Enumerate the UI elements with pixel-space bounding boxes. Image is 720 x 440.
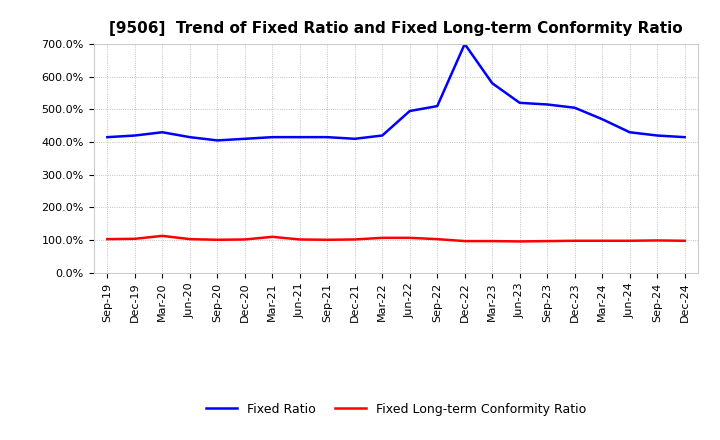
- Fixed Ratio: [158, 130, 166, 135]
- Fixed Ratio: [598, 117, 606, 122]
- Fixed Long-term Conformity Ratio: [598, 238, 606, 243]
- Fixed Ratio: [433, 103, 441, 109]
- Fixed Ratio: [570, 105, 579, 110]
- Fixed Ratio: [680, 135, 689, 140]
- Fixed Ratio: [460, 41, 469, 47]
- Legend: Fixed Ratio, Fixed Long-term Conformity Ratio: Fixed Ratio, Fixed Long-term Conformity …: [201, 398, 591, 421]
- Fixed Long-term Conformity Ratio: [680, 238, 689, 243]
- Fixed Long-term Conformity Ratio: [158, 233, 166, 238]
- Fixed Long-term Conformity Ratio: [295, 237, 304, 242]
- Fixed Ratio: [130, 133, 139, 138]
- Fixed Long-term Conformity Ratio: [405, 235, 414, 241]
- Fixed Long-term Conformity Ratio: [626, 238, 634, 243]
- Title: [9506]  Trend of Fixed Ratio and Fixed Long-term Conformity Ratio: [9506] Trend of Fixed Ratio and Fixed Lo…: [109, 21, 683, 36]
- Fixed Ratio: [543, 102, 552, 107]
- Fixed Ratio: [240, 136, 249, 141]
- Fixed Long-term Conformity Ratio: [130, 236, 139, 242]
- Fixed Ratio: [186, 135, 194, 140]
- Fixed Long-term Conformity Ratio: [378, 235, 387, 241]
- Fixed Long-term Conformity Ratio: [433, 236, 441, 242]
- Fixed Ratio: [653, 133, 662, 138]
- Fixed Ratio: [378, 133, 387, 138]
- Line: Fixed Long-term Conformity Ratio: Fixed Long-term Conformity Ratio: [107, 236, 685, 242]
- Fixed Ratio: [213, 138, 222, 143]
- Fixed Ratio: [103, 135, 112, 140]
- Fixed Ratio: [405, 108, 414, 114]
- Fixed Long-term Conformity Ratio: [488, 238, 497, 244]
- Fixed Long-term Conformity Ratio: [240, 237, 249, 242]
- Fixed Long-term Conformity Ratio: [268, 234, 276, 239]
- Fixed Ratio: [516, 100, 524, 106]
- Fixed Ratio: [323, 135, 332, 140]
- Fixed Long-term Conformity Ratio: [516, 239, 524, 244]
- Fixed Long-term Conformity Ratio: [570, 238, 579, 243]
- Fixed Long-term Conformity Ratio: [186, 236, 194, 242]
- Fixed Ratio: [295, 135, 304, 140]
- Fixed Ratio: [351, 136, 359, 141]
- Fixed Long-term Conformity Ratio: [351, 237, 359, 242]
- Fixed Ratio: [268, 135, 276, 140]
- Fixed Long-term Conformity Ratio: [460, 238, 469, 244]
- Fixed Ratio: [626, 130, 634, 135]
- Line: Fixed Ratio: Fixed Ratio: [107, 44, 685, 140]
- Fixed Long-term Conformity Ratio: [543, 238, 552, 244]
- Fixed Long-term Conformity Ratio: [653, 238, 662, 243]
- Fixed Long-term Conformity Ratio: [103, 236, 112, 242]
- Fixed Long-term Conformity Ratio: [323, 237, 332, 242]
- Fixed Ratio: [488, 81, 497, 86]
- Fixed Long-term Conformity Ratio: [213, 237, 222, 242]
